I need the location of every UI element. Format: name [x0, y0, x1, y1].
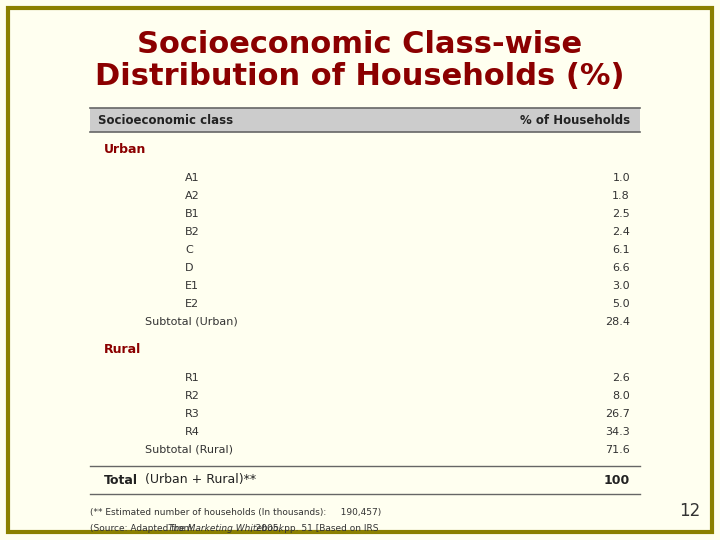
- Text: Subtotal (Rural): Subtotal (Rural): [145, 445, 233, 455]
- Text: , 2005, pp. 51 [Based on IRS: , 2005, pp. 51 [Based on IRS: [250, 524, 378, 533]
- Text: B2: B2: [185, 227, 199, 237]
- Text: Rural: Rural: [104, 343, 141, 356]
- Text: 71.6: 71.6: [606, 445, 630, 455]
- Text: % of Households: % of Households: [520, 113, 630, 126]
- Text: 34.3: 34.3: [606, 427, 630, 437]
- Text: 6.6: 6.6: [613, 263, 630, 273]
- Text: 12: 12: [679, 502, 700, 520]
- Text: R1: R1: [185, 373, 199, 383]
- Text: (Source: Adapted from: (Source: Adapted from: [90, 524, 195, 533]
- Text: 100: 100: [604, 474, 630, 487]
- Text: 5.0: 5.0: [613, 299, 630, 309]
- Text: The Marketing Whitebook: The Marketing Whitebook: [168, 524, 284, 533]
- Text: R2: R2: [185, 391, 200, 401]
- Text: 2.5: 2.5: [612, 209, 630, 219]
- Text: 3.0: 3.0: [613, 281, 630, 291]
- Text: Total: Total: [104, 474, 138, 487]
- Text: E2: E2: [185, 299, 199, 309]
- Text: A2: A2: [185, 191, 199, 201]
- Text: (Urban + Rural)**: (Urban + Rural)**: [141, 474, 256, 487]
- Text: Socioeconomic Class-wise: Socioeconomic Class-wise: [138, 30, 582, 59]
- Text: C: C: [185, 245, 193, 255]
- Text: Subtotal (Urban): Subtotal (Urban): [145, 317, 238, 327]
- Bar: [90, 108, 640, 132]
- Text: Urban: Urban: [104, 143, 146, 156]
- Text: 28.4: 28.4: [605, 317, 630, 327]
- Text: R3: R3: [185, 409, 199, 419]
- Text: R4: R4: [185, 427, 200, 437]
- Text: 1.0: 1.0: [613, 173, 630, 183]
- Text: 1.8: 1.8: [612, 191, 630, 201]
- Text: E1: E1: [185, 281, 199, 291]
- Text: Socioeconomic class: Socioeconomic class: [98, 113, 233, 126]
- Text: D: D: [185, 263, 194, 273]
- Text: 2.6: 2.6: [612, 373, 630, 383]
- Text: 2.4: 2.4: [612, 227, 630, 237]
- Text: 8.0: 8.0: [612, 391, 630, 401]
- Text: 26.7: 26.7: [605, 409, 630, 419]
- Text: 6.1: 6.1: [613, 245, 630, 255]
- Text: A1: A1: [185, 173, 199, 183]
- Text: Distribution of Households (%): Distribution of Households (%): [95, 62, 625, 91]
- Text: (** Estimated number of households (In thousands):     190,457): (** Estimated number of households (In t…: [90, 508, 382, 517]
- Text: B1: B1: [185, 209, 199, 219]
